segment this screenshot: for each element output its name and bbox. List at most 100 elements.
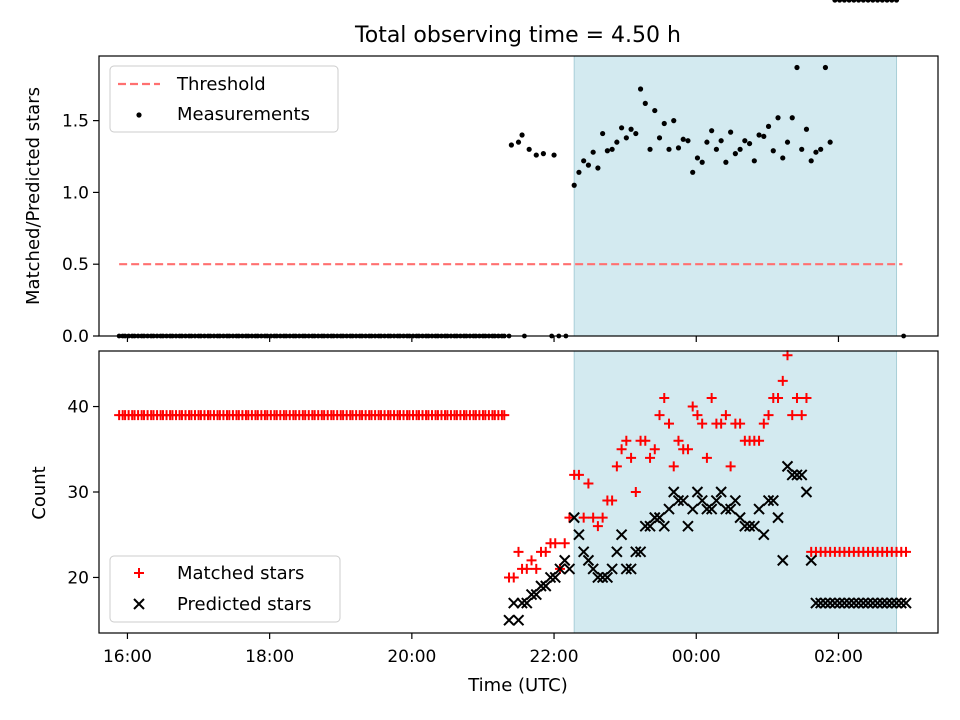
predicted-point	[568, 511, 580, 524]
ratio-y-tick-label: 0.5	[62, 255, 89, 275]
measurement-point	[728, 129, 734, 135]
predicted-point	[838, 597, 851, 609]
predicted-point	[720, 503, 732, 515]
x-tick-label: 02:00	[814, 647, 863, 667]
measurement-point	[515, 139, 522, 145]
matched-point	[559, 538, 570, 549]
matched-point	[763, 410, 774, 421]
ratio-y-tick-label: 0.0	[62, 327, 89, 347]
chart-title: Total observing time = 4.50 h	[354, 23, 681, 48]
predicted-point	[592, 571, 604, 584]
predicted-point	[686, 503, 699, 515]
ratio-y-tick-label: 1.0	[62, 183, 89, 203]
predicted-point	[611, 546, 623, 558]
predicted-point	[777, 554, 789, 567]
predicted-point	[852, 597, 865, 609]
matched-point	[616, 444, 627, 455]
matched-point	[758, 418, 769, 429]
count-y-tick-label: 20	[67, 568, 89, 588]
predicted-point	[786, 469, 798, 481]
matched-point	[682, 444, 693, 455]
x-tick-label: 18:00	[245, 647, 294, 667]
predicted-point	[796, 469, 808, 481]
measurement-point	[751, 158, 757, 164]
measurement-point	[851, 0, 857, 3]
measurement-point	[746, 140, 753, 147]
predicted-point	[663, 503, 675, 515]
x-tick-label: 16:00	[103, 647, 152, 667]
predicted-point	[615, 529, 628, 541]
measurement-point	[874, 0, 881, 3]
predicted-point	[814, 597, 827, 609]
measurement-point	[604, 148, 610, 154]
matched-point	[673, 435, 684, 446]
matched-point	[754, 435, 765, 446]
predicted-point	[634, 546, 647, 558]
predicted-point	[508, 597, 520, 609]
matched-point	[526, 555, 537, 566]
predicted-point	[516, 597, 528, 609]
predicted-point	[540, 580, 552, 592]
predicted-point	[748, 520, 761, 532]
measurement-point	[618, 125, 625, 131]
measurement-point	[770, 148, 776, 154]
matched-point	[659, 393, 670, 403]
measurement-point	[818, 146, 824, 152]
matched-point	[735, 418, 746, 429]
ratio-x-ticks	[126, 336, 840, 342]
predicted-point	[658, 520, 670, 532]
predicted-point	[876, 597, 889, 609]
matched-point	[583, 478, 594, 489]
x-tick-label: 20:00	[387, 647, 436, 667]
measurement-point	[623, 135, 629, 141]
predicted-point	[582, 554, 595, 567]
ratio-panel: 0.0 0.5 1.0 1.5 Matched/Predicted stars Thr…	[23, 0, 939, 347]
predicted-point	[701, 503, 713, 515]
matched-point	[901, 546, 912, 557]
measurement-point	[709, 128, 715, 134]
predicted-point	[563, 563, 576, 575]
matched-point	[706, 393, 717, 403]
predicted-point	[549, 571, 561, 584]
measurement-point	[761, 133, 767, 140]
measurement-point	[718, 138, 724, 144]
count-y-tick-label: 40	[67, 398, 89, 418]
measurement-point	[808, 158, 814, 164]
predicted-point	[734, 511, 746, 524]
predicted-point	[843, 597, 855, 609]
predicted-point	[724, 503, 737, 515]
measurement-point	[694, 155, 701, 161]
measurement-point	[799, 146, 805, 152]
predicted-point	[867, 597, 879, 609]
matched-point	[508, 572, 519, 583]
predicted-point	[886, 597, 898, 609]
measurement-point	[893, 0, 900, 3]
measurement-point	[595, 165, 601, 171]
predicted-point	[772, 511, 784, 524]
predicted-point	[810, 597, 822, 609]
predicted-point	[535, 580, 547, 592]
measurement-point	[647, 146, 653, 152]
measurement-point	[794, 64, 800, 71]
measurement-point	[742, 138, 748, 144]
predicted-point	[758, 529, 770, 541]
measurement-point	[775, 115, 781, 121]
predicted-point	[710, 494, 723, 507]
x-axis-label: Time (UTC)	[467, 675, 568, 696]
predicted-point	[890, 597, 903, 609]
measurement-point	[870, 0, 876, 3]
count-x-ticks: 16:00 18:00 20:00 22:00 00:00 02:00	[103, 633, 863, 667]
matched-point	[796, 410, 807, 421]
measurement-point	[713, 146, 719, 152]
ratio-y-axis-label: Matched/Predicted stars	[23, 87, 44, 305]
matched-point	[611, 461, 622, 472]
predicted-point	[554, 563, 566, 575]
measurement-point	[780, 155, 786, 161]
predicted-point	[625, 563, 637, 575]
measurement-point	[581, 158, 587, 164]
measurement-point	[614, 139, 620, 145]
measurement-point	[846, 0, 852, 3]
measurement-point	[860, 0, 866, 3]
matched-point	[791, 393, 802, 403]
measurement-point	[723, 159, 729, 165]
